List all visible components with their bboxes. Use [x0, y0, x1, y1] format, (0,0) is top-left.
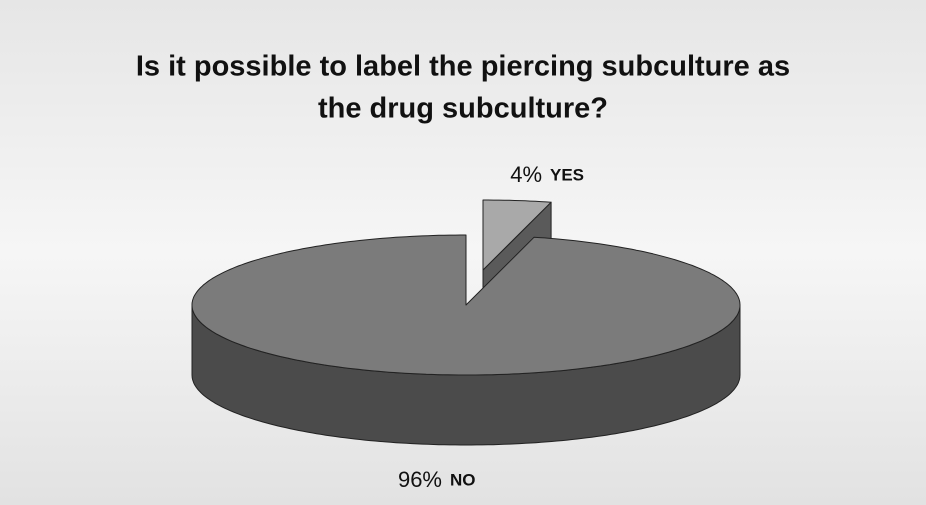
pie [191, 199, 741, 446]
pie-slice [482, 199, 552, 271]
chart-title: the drug subculture? [318, 93, 608, 125]
slice-category-label: YES [550, 165, 584, 184]
pie-slice [191, 234, 741, 376]
slice-value-label: 4% [510, 162, 542, 187]
chart-title: Is it possible to label the piercing sub… [136, 51, 790, 83]
slice-value-label: 96% [398, 467, 442, 492]
slice-category-label: NO [450, 470, 476, 489]
